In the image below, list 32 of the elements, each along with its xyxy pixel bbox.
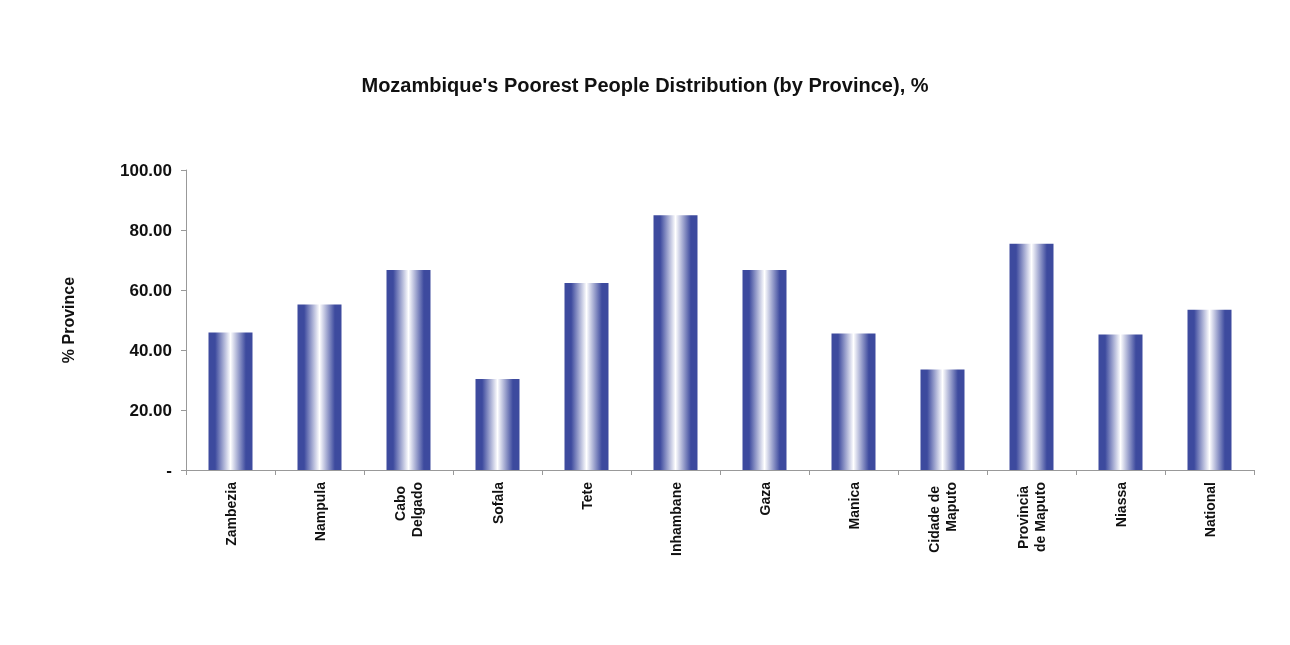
x-tick-label: Nampula <box>311 481 328 542</box>
x-tick-label: Tete <box>578 481 595 510</box>
bar <box>920 369 965 470</box>
bar <box>1187 309 1232 470</box>
y-tick-label: 80.00 <box>129 220 172 240</box>
x-tick-label: Cabo Delgado <box>392 482 425 538</box>
x-tick-label: Sofala <box>489 481 506 525</box>
x-tick-label: Niassa <box>1112 481 1129 528</box>
chart-title: Mozambique's Poorest People Distribution (by Province), % <box>361 74 929 96</box>
y-tick-label: 40.00 <box>129 340 172 360</box>
bar <box>831 333 876 470</box>
x-tick-label: Cidade de Maputo <box>926 482 959 553</box>
x-tick-label: National <box>1201 482 1218 538</box>
bar <box>208 332 253 470</box>
y-tick-label: 60.00 <box>129 280 172 300</box>
bar <box>653 215 698 470</box>
x-tick-label: Zambezia <box>222 481 239 546</box>
bar <box>1009 243 1054 470</box>
bar <box>742 269 787 470</box>
x-tick-label: Inhambane <box>667 481 684 556</box>
bar <box>386 269 431 470</box>
y-tick-label: 20.00 <box>129 400 172 420</box>
y-axis-title: % Province <box>59 276 77 364</box>
y-tick-label: - <box>166 460 172 480</box>
bar <box>297 304 342 470</box>
bar <box>475 379 520 470</box>
x-tick-label: Provincia de Maputo <box>1015 482 1048 552</box>
x-tick-label: Manica <box>845 481 862 530</box>
bar <box>564 283 609 470</box>
x-tick-label: Gaza <box>756 481 773 516</box>
y-tick-label: 100.00 <box>120 160 172 180</box>
bar <box>1098 334 1143 470</box>
